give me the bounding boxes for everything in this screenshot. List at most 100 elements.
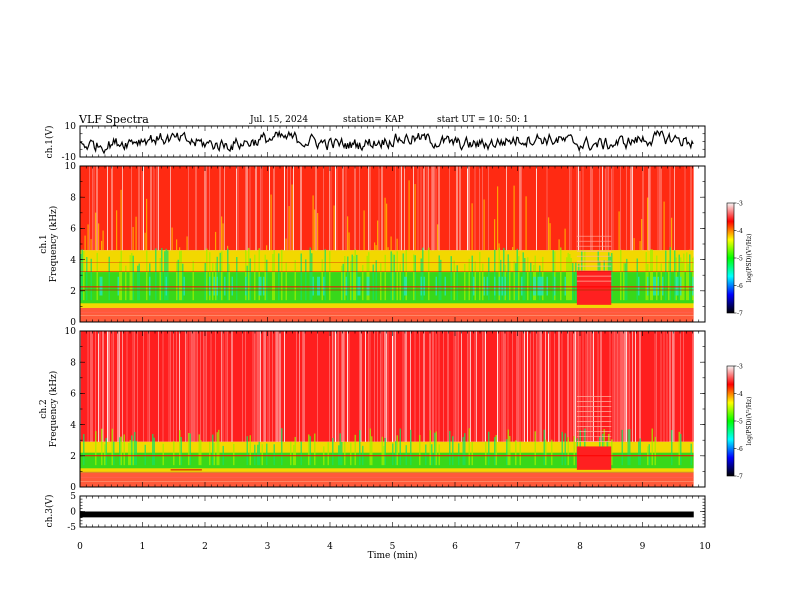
spectrum-column — [359, 166, 360, 251]
spectrum-column — [183, 276, 185, 296]
spectrum-column — [299, 331, 300, 442]
spectrum-column — [500, 259, 502, 301]
spectrum-column — [375, 245, 377, 251]
spectrum-column — [582, 166, 584, 251]
spectrum-column — [222, 223, 224, 251]
spectrum-column — [438, 444, 440, 466]
x-tick-label: 0 — [77, 542, 83, 552]
spectrum-column — [117, 331, 119, 442]
spectrum-column — [300, 441, 302, 466]
spectrum-column — [266, 259, 268, 301]
spectrum-column — [156, 166, 158, 251]
spectrum-column — [455, 331, 456, 442]
spectrum-column — [143, 166, 144, 251]
spectrum-column — [564, 228, 566, 251]
spectrum-column — [683, 253, 685, 301]
spectrum-column — [674, 250, 676, 301]
spectrum-column — [390, 251, 392, 301]
spectrum-column — [392, 253, 394, 301]
spectrum-column — [530, 262, 532, 301]
spectrum-column — [147, 331, 149, 442]
spectrum-column — [519, 166, 521, 251]
spectrum-column — [314, 433, 316, 466]
spectrum-column — [242, 331, 243, 442]
spectrum-column — [468, 166, 470, 251]
spectrum-column — [482, 263, 484, 301]
spectrum-column — [225, 331, 227, 442]
spectrum-column — [87, 224, 89, 251]
spectrum-column — [588, 331, 590, 442]
spectrum-column — [435, 431, 437, 466]
spectrum-column — [260, 166, 261, 251]
spectrum-column — [429, 430, 431, 466]
spectrum-column — [329, 251, 331, 301]
y-tick-label: 8 — [70, 193, 76, 203]
spectrum-column — [485, 331, 486, 442]
spectrum-gap-region — [576, 446, 612, 470]
spectrum-column — [539, 331, 540, 442]
spectrum-column — [363, 210, 365, 251]
spectrum-column — [501, 331, 503, 442]
spectrum-column — [227, 245, 229, 251]
spectrum-base-band — [80, 472, 694, 487]
spectrum-column — [692, 276, 694, 296]
spectrum-column — [399, 166, 401, 251]
spectrum-column — [123, 434, 125, 466]
spectrum-column — [249, 258, 251, 301]
spectrum-column — [456, 166, 458, 251]
spectrum-column — [494, 249, 496, 301]
spectrum-column — [633, 238, 635, 251]
spectrum-column — [269, 166, 270, 251]
spectrum-column — [645, 252, 647, 301]
spectrum-column — [554, 251, 556, 301]
spectrum-column — [683, 331, 684, 442]
spectrum-column — [558, 239, 560, 251]
spectrum-column — [611, 253, 613, 301]
spectrum-column — [360, 331, 362, 442]
spectrum-column — [552, 250, 554, 301]
spectrum-column — [692, 331, 693, 442]
spectrum-column — [192, 260, 194, 301]
spectrum-column — [404, 331, 405, 442]
spectrum-column — [317, 276, 319, 296]
spectrum-column — [167, 250, 169, 301]
spectrum-column — [680, 433, 682, 466]
spectrum-base-band — [80, 307, 694, 322]
spectrum-column — [359, 430, 361, 466]
spectrum-column — [539, 276, 541, 296]
spectrum-column — [165, 248, 167, 301]
spectrum-column — [516, 331, 518, 442]
spectrum-column — [527, 257, 529, 301]
y-tick-label: 2 — [70, 287, 76, 297]
spectrum-column — [462, 437, 464, 466]
spectrum-column — [657, 166, 659, 251]
spectrum-column — [663, 331, 665, 442]
spectrum-column — [575, 262, 577, 301]
spectrum-column — [222, 331, 224, 442]
spectrum-column — [536, 166, 537, 251]
spectrum-column — [302, 331, 303, 442]
spectrum-column — [368, 252, 370, 301]
spectrum-column — [102, 331, 104, 442]
spectrum-column — [323, 276, 325, 296]
spectrum-column — [317, 213, 319, 251]
spectrum-column — [515, 263, 517, 301]
spectrum-column — [440, 259, 442, 301]
spectrum-column — [612, 331, 614, 442]
spectrum-column — [602, 166, 603, 251]
spectrum-column — [333, 331, 335, 442]
spectrum-column — [359, 276, 361, 296]
spectrum-column — [342, 263, 344, 301]
spectrum-column — [137, 331, 138, 442]
spectrum-column — [200, 331, 201, 442]
spectrum-column — [276, 331, 278, 442]
spectrum-column — [221, 251, 223, 301]
spectrum-column — [648, 166, 650, 251]
spectrum-column — [294, 260, 296, 301]
spectrum-column — [245, 166, 246, 251]
spectrum-column — [206, 248, 208, 301]
spectrum-column — [269, 331, 270, 442]
spectrum-column — [333, 205, 335, 251]
spectrum-column — [263, 331, 264, 442]
